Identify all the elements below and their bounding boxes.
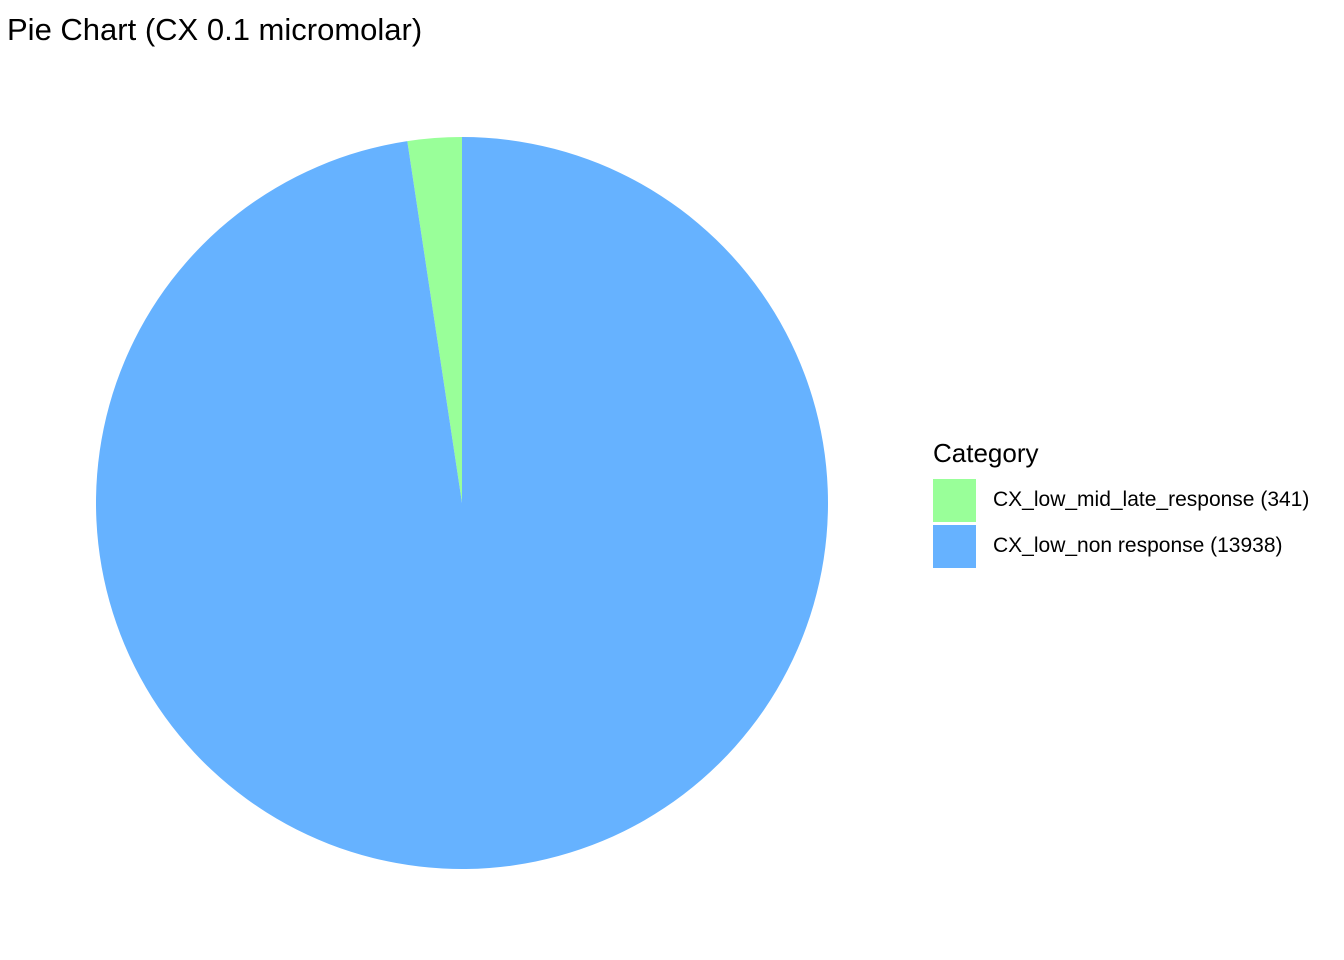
pie-slice-1: [96, 137, 829, 869]
legend-item-non-response: CX_low_non response (13938): [933, 524, 1309, 568]
pie-slices: [96, 137, 829, 869]
legend: Category CX_low_mid_late_response (341) …: [933, 436, 1309, 570]
pie-slice-0: [407, 137, 462, 503]
legend-item-mid-late-response: CX_low_mid_late_response (341): [933, 478, 1309, 522]
legend-label-mid-late-response: CX_low_mid_late_response (341): [993, 488, 1310, 511]
legend-title: Category: [933, 438, 1039, 468]
legend-key-non-response: [933, 524, 976, 568]
chart-title: Pie Chart (CX 0.1 micromolar): [7, 12, 423, 47]
legend-key-mid-late-response: [933, 478, 976, 522]
legend-label-non-response: CX_low_non response (13938): [993, 534, 1283, 557]
